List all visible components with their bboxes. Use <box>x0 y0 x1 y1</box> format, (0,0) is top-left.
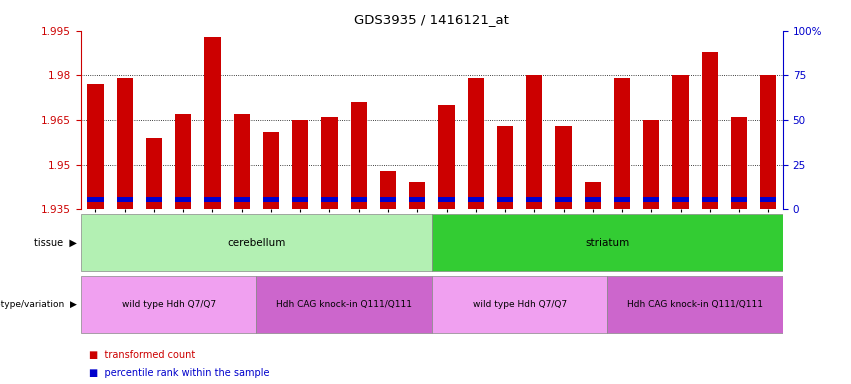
Bar <box>351 102 367 209</box>
Bar <box>643 197 660 202</box>
Bar <box>175 197 191 202</box>
Bar <box>256 276 431 333</box>
Bar <box>146 197 162 202</box>
Bar <box>497 197 513 202</box>
Bar <box>117 197 133 202</box>
Bar <box>380 197 396 202</box>
Bar <box>585 197 601 202</box>
Bar <box>438 105 454 209</box>
Bar <box>526 75 542 209</box>
Bar <box>88 197 104 202</box>
Bar <box>526 197 542 202</box>
Bar <box>702 197 718 202</box>
Bar <box>263 197 279 202</box>
Bar <box>204 36 220 209</box>
Bar <box>468 197 484 202</box>
Bar <box>556 126 572 209</box>
Bar <box>81 214 432 271</box>
Bar <box>81 276 256 333</box>
Bar <box>672 197 688 202</box>
Bar <box>292 120 308 209</box>
Bar <box>468 78 484 209</box>
Text: striatum: striatum <box>585 238 630 248</box>
Bar <box>731 117 747 209</box>
Text: tissue  ▶: tissue ▶ <box>34 238 77 248</box>
Bar <box>234 197 250 202</box>
Bar <box>88 84 104 209</box>
Text: Hdh CAG knock-in Q111/Q111: Hdh CAG knock-in Q111/Q111 <box>276 300 412 309</box>
Bar <box>585 182 601 209</box>
Bar <box>614 197 630 202</box>
Bar <box>204 197 220 202</box>
Bar <box>322 117 338 209</box>
Bar <box>409 182 426 209</box>
Bar <box>702 51 718 209</box>
Text: cerebellum: cerebellum <box>227 238 286 248</box>
Text: GDS3935 / 1416121_at: GDS3935 / 1416121_at <box>355 13 509 26</box>
Bar <box>117 78 133 209</box>
Bar <box>614 78 630 209</box>
Bar <box>380 170 396 209</box>
Bar <box>760 75 776 209</box>
Bar <box>409 197 426 202</box>
Bar <box>672 75 688 209</box>
Bar <box>438 197 454 202</box>
Text: ■  percentile rank within the sample: ■ percentile rank within the sample <box>89 368 270 378</box>
Bar <box>760 197 776 202</box>
Bar <box>731 197 747 202</box>
Bar <box>175 114 191 209</box>
Bar <box>608 276 783 333</box>
Bar <box>292 197 308 202</box>
Bar <box>643 120 660 209</box>
Bar <box>351 197 367 202</box>
Bar <box>146 138 162 209</box>
Text: genotype/variation  ▶: genotype/variation ▶ <box>0 300 77 309</box>
Text: ■  transformed count: ■ transformed count <box>89 350 196 360</box>
Bar <box>431 214 783 271</box>
Text: wild type Hdh Q7/Q7: wild type Hdh Q7/Q7 <box>472 300 567 309</box>
Bar <box>556 197 572 202</box>
Bar <box>431 276 608 333</box>
Text: wild type Hdh Q7/Q7: wild type Hdh Q7/Q7 <box>122 300 215 309</box>
Bar <box>322 197 338 202</box>
Bar <box>234 114 250 209</box>
Bar <box>263 132 279 209</box>
Bar <box>497 126 513 209</box>
Text: Hdh CAG knock-in Q111/Q111: Hdh CAG knock-in Q111/Q111 <box>627 300 763 309</box>
